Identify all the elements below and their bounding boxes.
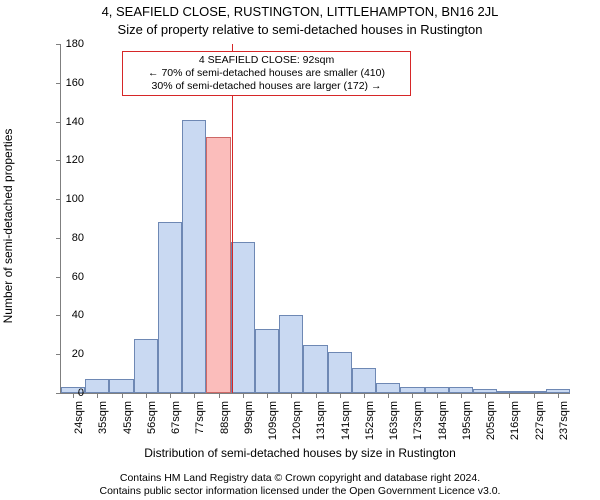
xtick-mark [509, 393, 510, 398]
xtick-label: 131sqm [316, 401, 328, 440]
annotation-line3: 30% of semi-detached houses are larger (… [129, 80, 404, 93]
histogram-bar [109, 379, 133, 393]
histogram-bar [352, 368, 376, 393]
xtick-mark [437, 393, 438, 398]
xtick-label: 67sqm [170, 401, 182, 434]
xtick-label: 163sqm [388, 401, 400, 440]
footer-line1: Contains HM Land Registry data © Crown c… [0, 472, 600, 485]
xtick-mark [170, 393, 171, 398]
histogram-bar [158, 222, 182, 393]
histogram-bar [182, 120, 206, 393]
chart-title-line1: 4, SEAFIELD CLOSE, RUSTINGTON, LITTLEHAM… [0, 4, 600, 19]
xtick-mark [267, 393, 268, 398]
xtick-mark [558, 393, 559, 398]
histogram-bar [279, 315, 303, 393]
xtick-mark [340, 393, 341, 398]
footer-line2: Contains public sector information licen… [0, 485, 600, 498]
ytick-label: 40 [44, 309, 84, 321]
xtick-mark [364, 393, 365, 398]
histogram-bar [85, 379, 109, 393]
ytick-label: 60 [44, 271, 84, 283]
xtick-mark [461, 393, 462, 398]
xtick-label: 173sqm [412, 401, 424, 440]
xtick-mark [534, 393, 535, 398]
chart-container: 4, SEAFIELD CLOSE, RUSTINGTON, LITTLEHAM… [0, 0, 600, 500]
xtick-label: 205sqm [485, 401, 497, 440]
xtick-label: 227sqm [534, 401, 546, 440]
ytick-label: 100 [44, 193, 84, 205]
ytick-label: 120 [44, 154, 84, 166]
y-axis-label: Number of semi-detached properties [1, 129, 15, 324]
chart-title-line2: Size of property relative to semi-detach… [0, 22, 600, 37]
ytick-label: 140 [44, 116, 84, 128]
histogram-bar-highlight [206, 137, 230, 393]
histogram-bar [134, 339, 158, 393]
xtick-label: 99sqm [243, 401, 255, 434]
ytick-label: 180 [44, 38, 84, 50]
xtick-label: 35sqm [97, 401, 109, 434]
xtick-mark [194, 393, 195, 398]
xtick-mark [146, 393, 147, 398]
x-axis-label: Distribution of semi-detached houses by … [0, 446, 600, 460]
xtick-label: 152sqm [364, 401, 376, 440]
histogram-bar [328, 352, 352, 393]
annotation-line2: ← 70% of semi-detached houses are smalle… [129, 67, 404, 80]
xtick-mark [243, 393, 244, 398]
annotation-box: 4 SEAFIELD CLOSE: 92sqm← 70% of semi-det… [122, 51, 411, 96]
xtick-label: 195sqm [461, 401, 473, 440]
xtick-mark [122, 393, 123, 398]
ytick-label: 160 [44, 77, 84, 89]
plot-area: 4 SEAFIELD CLOSE: 92sqm← 70% of semi-det… [60, 44, 570, 394]
xtick-label: 120sqm [291, 401, 303, 440]
reference-vline [232, 44, 233, 393]
histogram-bar [231, 242, 255, 393]
xtick-label: 56sqm [146, 401, 158, 434]
xtick-mark [219, 393, 220, 398]
xtick-mark [412, 393, 413, 398]
histogram-bar [376, 383, 400, 393]
xtick-mark [291, 393, 292, 398]
annotation-line1: 4 SEAFIELD CLOSE: 92sqm [129, 54, 404, 67]
xtick-label: 24sqm [73, 401, 85, 434]
xtick-label: 109sqm [267, 401, 279, 440]
ytick-label: 0 [44, 387, 84, 399]
xtick-label: 77sqm [194, 401, 206, 434]
xtick-mark [388, 393, 389, 398]
xtick-label: 184sqm [437, 401, 449, 440]
xtick-label: 45sqm [122, 401, 134, 434]
xtick-label: 237sqm [558, 401, 570, 440]
chart-footer: Contains HM Land Registry data © Crown c… [0, 472, 600, 498]
xtick-mark [97, 393, 98, 398]
ytick-label: 20 [44, 348, 84, 360]
xtick-label: 88sqm [219, 401, 231, 434]
ytick-label: 80 [44, 232, 84, 244]
histogram-bar [303, 345, 327, 393]
xtick-mark [316, 393, 317, 398]
histogram-bar [255, 329, 279, 393]
xtick-label: 141sqm [340, 401, 352, 440]
xtick-label: 216sqm [509, 401, 521, 440]
xtick-mark [485, 393, 486, 398]
